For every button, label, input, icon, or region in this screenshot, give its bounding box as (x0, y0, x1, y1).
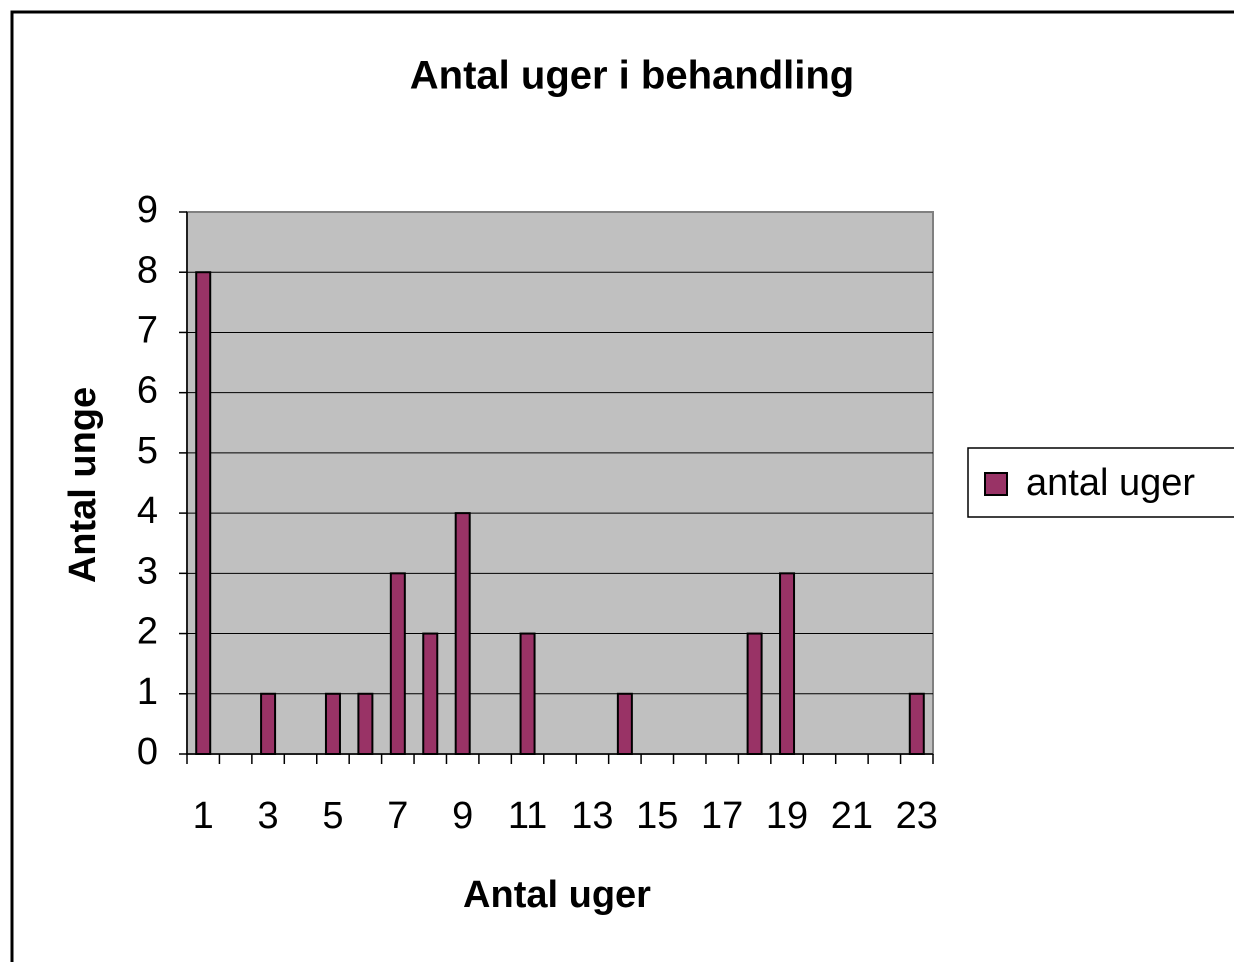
y-tick-label: 9 (137, 189, 158, 231)
bar (195, 271, 212, 755)
x-tick-label: 7 (387, 795, 408, 837)
bar (260, 692, 277, 755)
x-tick-label: 1 (193, 795, 214, 837)
x-axis-label: Antal uger (463, 874, 651, 916)
legend-swatch (984, 472, 1008, 496)
y-tick-label: 5 (137, 430, 158, 472)
x-tick-label: 3 (258, 795, 279, 837)
x-tick-label: 11 (508, 795, 547, 837)
bar (389, 572, 406, 755)
plot-area (186, 211, 934, 755)
bar (779, 572, 796, 755)
bar (357, 692, 374, 755)
bar (324, 692, 341, 755)
bar (454, 512, 471, 755)
y-tick-label: 3 (137, 550, 158, 592)
x-tick-label: 21 (831, 795, 873, 837)
x-tick-label: 15 (636, 795, 678, 837)
y-tick-label: 4 (137, 490, 158, 532)
x-tick-label: 5 (322, 795, 343, 837)
legend-label: antal uger (1026, 462, 1195, 504)
x-tick-label: 17 (701, 795, 743, 837)
bar (519, 632, 536, 755)
chart-title: Antal uger i behandling (410, 54, 854, 98)
x-tick-label: 23 (896, 795, 938, 837)
y-tick-label: 6 (137, 370, 158, 412)
x-tick-label: 9 (452, 795, 473, 837)
y-tick-label: 7 (137, 309, 158, 351)
bar (422, 632, 439, 755)
bar (616, 692, 633, 755)
legend (967, 447, 1234, 518)
x-tick-label: 13 (571, 795, 613, 837)
y-tick-label: 1 (137, 671, 158, 713)
bar (746, 632, 763, 755)
x-tick-label: 19 (766, 795, 808, 837)
y-tick-label: 2 (137, 611, 158, 653)
y-tick-label: 0 (137, 731, 158, 773)
y-tick-label: 8 (137, 249, 158, 291)
bar (908, 692, 925, 755)
y-axis-label: Antal unge (62, 387, 104, 583)
